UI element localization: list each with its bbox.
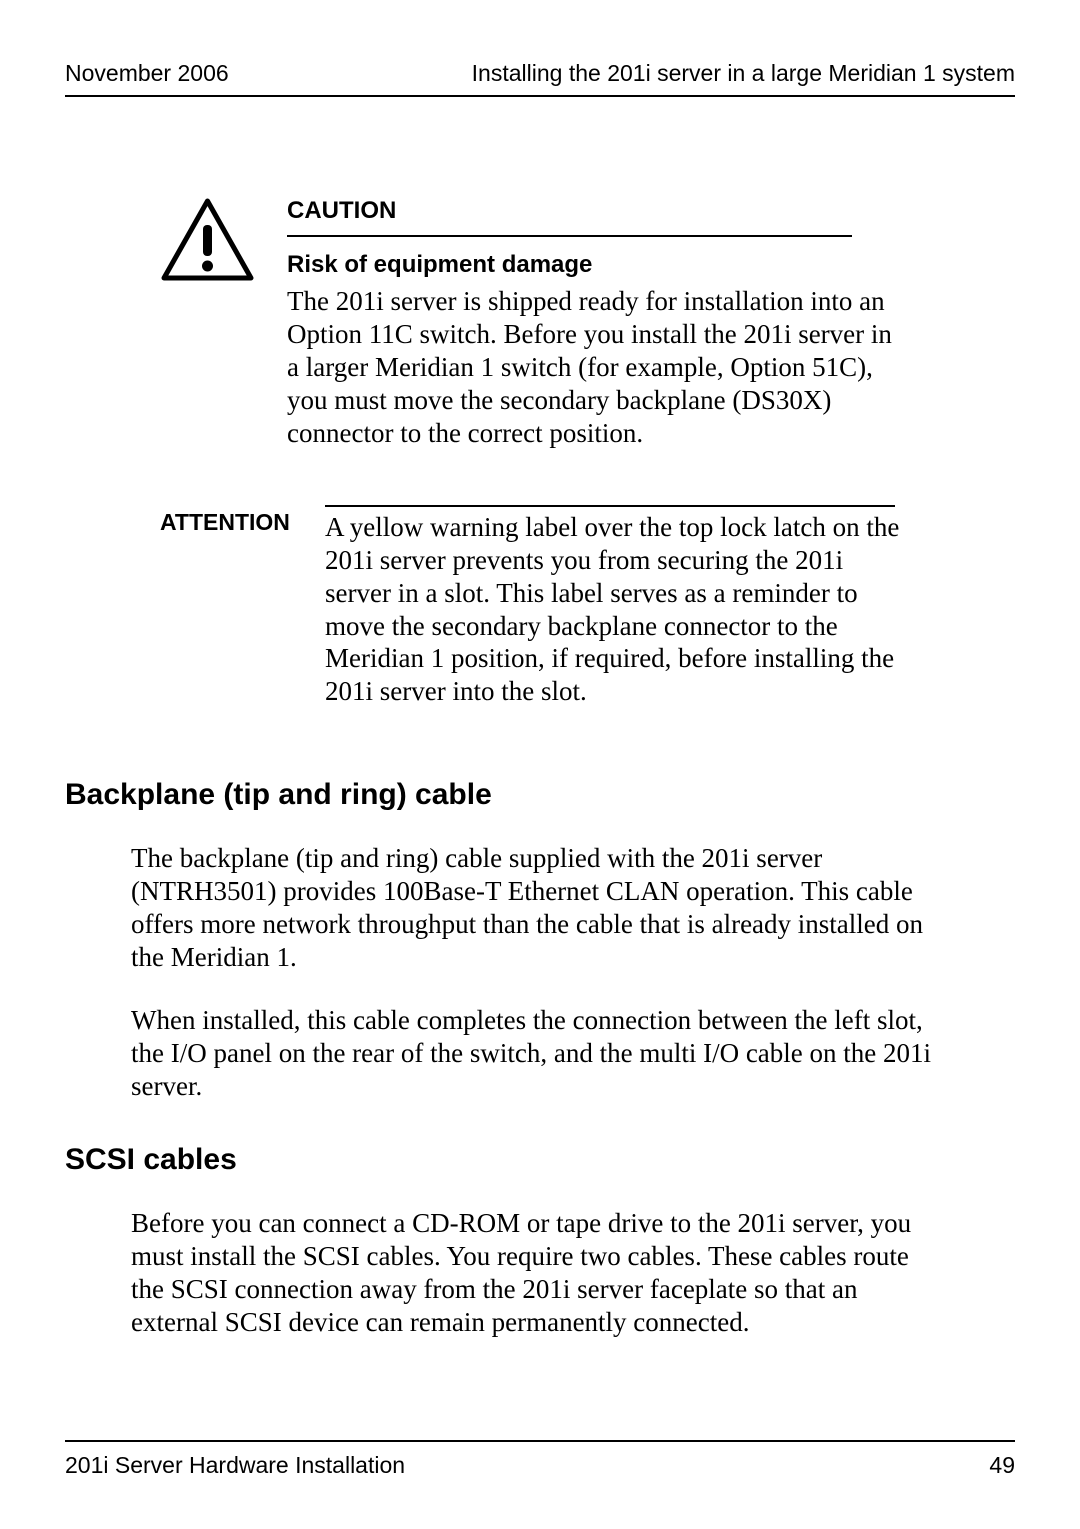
section-heading-backplane: Backplane (tip and ring) cable bbox=[65, 778, 1015, 812]
caution-content: CAUTION Risk of equipment damage The 201… bbox=[287, 197, 1015, 450]
attention-content: A yellow warning label over the top lock… bbox=[325, 505, 1015, 709]
caution-block: CAUTION Risk of equipment damage The 201… bbox=[160, 197, 1015, 450]
footer-doc-title: 201i Server Hardware Installation bbox=[65, 1452, 405, 1479]
caution-heading: CAUTION bbox=[287, 197, 1015, 225]
caution-triangle-icon bbox=[160, 197, 255, 287]
attention-label: ATTENTION bbox=[160, 505, 325, 536]
paragraph: When installed, this cable completes the… bbox=[131, 1004, 946, 1103]
section-backplane: Backplane (tip and ring) cable The backp… bbox=[65, 778, 1015, 1103]
attention-block: ATTENTION A yellow warning label over th… bbox=[160, 505, 1015, 709]
page-container: November 2006 Installing the 201i server… bbox=[0, 0, 1080, 1419]
attention-body: A yellow warning label over the top lock… bbox=[325, 511, 905, 709]
footer-page-number: 49 bbox=[989, 1452, 1015, 1479]
paragraph: Before you can connect a CD-ROM or tape … bbox=[131, 1207, 946, 1339]
section-heading-scsi: SCSI cables bbox=[65, 1143, 1015, 1177]
page-header: November 2006 Installing the 201i server… bbox=[65, 60, 1015, 97]
caution-body: The 201i server is shipped ready for ins… bbox=[287, 285, 897, 450]
paragraph: The backplane (tip and ring) cable suppl… bbox=[131, 842, 946, 974]
page-footer: 201i Server Hardware Installation 49 bbox=[65, 1440, 1015, 1479]
section-scsi: SCSI cables Before you can connect a CD-… bbox=[65, 1143, 1015, 1339]
caution-rule bbox=[287, 235, 852, 237]
attention-rule bbox=[325, 505, 895, 507]
header-date: November 2006 bbox=[65, 60, 229, 87]
caution-subheading: Risk of equipment damage bbox=[287, 251, 1015, 279]
header-title: Installing the 201i server in a large Me… bbox=[472, 60, 1015, 87]
